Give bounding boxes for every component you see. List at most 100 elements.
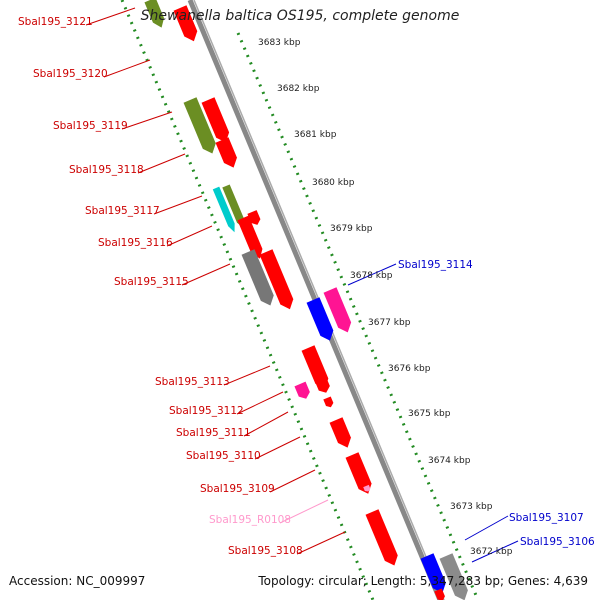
left-gene-label: Sbal195_3115 [114, 276, 189, 288]
gene-feature [323, 396, 334, 408]
scale-label: 3674 kbp [428, 456, 471, 466]
gene-feature-shape [201, 97, 230, 143]
gene-feature-shape [237, 215, 263, 259]
gene-feature [247, 210, 261, 225]
left-leader-line [121, 111, 173, 130]
gene-feature-shape [259, 249, 294, 310]
outer-scale-guide [236, 32, 480, 600]
gene-feature [237, 215, 263, 259]
leader-layer [85, 7, 519, 563]
gene-feature-shape [241, 249, 274, 306]
left-gene-label: Sbal195_3117 [85, 205, 160, 217]
left-gene-label: Sbal195_3112 [169, 405, 244, 417]
gene-feature [329, 417, 351, 448]
gene-feature-shape [345, 452, 372, 494]
accession-text: Accession: NC_009997 [9, 574, 146, 588]
gene-feature-shape [314, 375, 330, 393]
gene-feature [314, 375, 330, 393]
gene-feature [173, 5, 198, 42]
left-gene-label: Sbal195_3108 [228, 545, 303, 557]
scale-label: 3681 kbp [294, 130, 337, 140]
gene-feature [212, 186, 235, 233]
right-gene-label: Sbal195_3114 [398, 259, 473, 271]
genome-title: Shewanella baltica OS195, complete genom… [140, 8, 460, 24]
left-gene-label: Sbal195_3111 [176, 427, 251, 439]
right-leader-line [347, 263, 397, 286]
gene-feature-shape [144, 0, 165, 28]
left-leader-line [181, 263, 231, 286]
right-leader-line [464, 515, 509, 541]
gene-feature-shape [222, 184, 245, 229]
gene-feature [323, 287, 352, 333]
gene-feature [259, 249, 294, 310]
scale-label: 3683 kbp [258, 38, 301, 48]
gene-feature-shape [439, 553, 468, 600]
left-leader-line [223, 365, 271, 386]
gene-feature-shape [420, 553, 446, 593]
gene-feature [241, 249, 274, 306]
gene-feature-shape [247, 210, 261, 225]
gene-feature-shape [329, 417, 351, 448]
scale-label: 3678 kbp [350, 271, 393, 281]
gene-feature-shape [323, 396, 334, 408]
gene-feature [345, 452, 372, 494]
left-leader-line [85, 7, 136, 26]
left-gene-label: Sbal195_3120 [33, 68, 108, 80]
gene-feature-shape [183, 97, 216, 154]
left-leader-line [279, 499, 329, 524]
scale-label: 3672 kbp [470, 547, 513, 557]
gene-feature-shape [306, 297, 334, 341]
left-leader-line [254, 436, 301, 460]
left-leader-line [269, 469, 316, 493]
left-leader-line [243, 411, 289, 437]
scale-label: 3673 kbp [450, 502, 493, 512]
gene-feature-shape [215, 137, 237, 168]
left-gene-label: Sbal195_3116 [98, 237, 173, 249]
left-leader-line [153, 195, 203, 215]
left-gene-label: Sbal195_3110 [186, 450, 261, 462]
left-gene-label: Sbal195_3118 [69, 164, 144, 176]
gene-feature-shape [212, 186, 235, 233]
right-gene-label: Sbal195_3106 [520, 536, 595, 548]
gene-feature [363, 484, 371, 492]
left-gene-label: Sbal195_R0108 [209, 514, 291, 526]
scale-label: 3680 kbp [312, 178, 355, 188]
scale-label: 3682 kbp [277, 84, 320, 94]
gene-feature-shape [365, 509, 398, 566]
gene-feature-shape [294, 381, 310, 399]
left-leader-line [236, 391, 284, 415]
gene-feature [144, 0, 165, 28]
left-gene-label: Sbal195_3121 [18, 16, 93, 28]
left-leader-line [137, 153, 186, 174]
gene-feature [183, 97, 216, 154]
label-layer: 3683 kbp 3682 kbp 3681 kbp 3680 kbp 3679 kbp… [18, 16, 595, 557]
gene-feature [365, 509, 398, 566]
genome-summary-text: Topology: circular; Length: 5,347,283 bp… [258, 574, 588, 588]
gene-feature-shape [323, 287, 352, 333]
right-gene-label: Sbal195_3107 [509, 512, 584, 524]
right-leader-line [471, 540, 519, 563]
gene-feature [420, 553, 446, 593]
left-gene-label: Sbal195_3113 [155, 376, 230, 388]
feature-layer [144, 0, 468, 600]
gene-feature-shape [363, 484, 371, 492]
left-gene-label: Sbal195_3119 [53, 120, 128, 132]
left-leader-line [296, 531, 346, 555]
gene-feature [294, 381, 310, 399]
left-leader-line [166, 225, 213, 247]
gene-feature-shape [173, 5, 198, 42]
scale-label: 3679 kbp [330, 224, 373, 234]
gene-feature [306, 297, 334, 341]
left-gene-label: Sbal195_3109 [200, 483, 275, 495]
scale-label: 3675 kbp [408, 409, 451, 419]
gene-feature [439, 553, 468, 600]
tick-layer [120, 0, 480, 600]
gene-feature [434, 588, 445, 600]
scale-label: 3677 kbp [368, 318, 411, 328]
scale-label: 3676 kbp [388, 364, 431, 374]
left-leader-line [103, 59, 151, 78]
gene-feature [222, 184, 245, 229]
gene-feature [201, 97, 230, 143]
